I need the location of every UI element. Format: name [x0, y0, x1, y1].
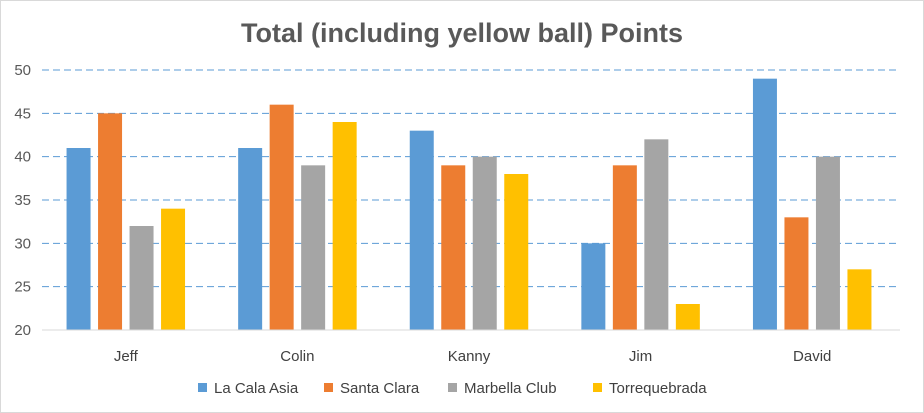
x-category-label: Jeff [114, 348, 139, 365]
bar-la-cala-asia-kanny [409, 130, 434, 330]
x-axis-categories: Jeff Colin Kanny Jim David [114, 348, 832, 365]
y-tick-label: 30 [14, 235, 31, 252]
x-category-label: Kanny [448, 348, 491, 365]
legend-swatch [198, 383, 207, 392]
bar-la-cala-asia-colin [238, 148, 263, 330]
bar-torrequebrada-kanny [504, 174, 529, 330]
x-category-label: David [793, 348, 831, 365]
chart-title: Total (including yellow ball) Points [241, 18, 683, 48]
bar-marbella-club-kanny [472, 156, 497, 330]
x-category-label: Colin [280, 348, 314, 365]
bar-la-cala-asia-jim [581, 243, 606, 330]
legend-label: Torrequebrada [609, 380, 707, 397]
y-tick-label: 25 [14, 279, 31, 296]
bar-santa-clara-jeff [98, 113, 123, 330]
legend-label: Santa Clara [340, 380, 420, 397]
bars [66, 78, 872, 331]
y-tick-label: 45 [14, 105, 31, 122]
bar-marbella-club-jeff [129, 226, 154, 330]
legend-label: Marbella Club [464, 380, 557, 397]
bar-santa-clara-jim [612, 165, 637, 330]
bar-marbella-club-david [815, 156, 840, 330]
bar-la-cala-asia-david [752, 78, 777, 331]
legend: La Cala Asia Santa Clara Marbella Club Torr… [198, 380, 707, 397]
bar-torrequebrada-david [847, 269, 872, 330]
bar-torrequebrada-jim [675, 304, 700, 330]
bar-santa-clara-colin [269, 104, 294, 331]
y-tick-label: 50 [14, 62, 31, 79]
legend-swatch [593, 383, 602, 392]
legend-label: La Cala Asia [214, 380, 299, 397]
bar-santa-clara-kanny [441, 165, 466, 330]
bar-torrequebrada-jeff [161, 208, 186, 330]
bar-la-cala-asia-jeff [66, 148, 91, 330]
bar-torrequebrada-colin [332, 122, 357, 330]
y-tick-label: 40 [14, 149, 31, 166]
x-category-label: Jim [629, 348, 652, 365]
y-tick-label: 20 [14, 322, 31, 339]
bar-santa-clara-david [784, 217, 809, 330]
legend-swatch [448, 383, 457, 392]
bar-marbella-club-colin [301, 165, 326, 330]
y-axis-ticks: 20 25 30 35 40 45 50 [14, 62, 31, 339]
bar-marbella-club-jim [644, 139, 669, 330]
legend-swatch [324, 383, 333, 392]
y-tick-label: 35 [14, 192, 31, 209]
